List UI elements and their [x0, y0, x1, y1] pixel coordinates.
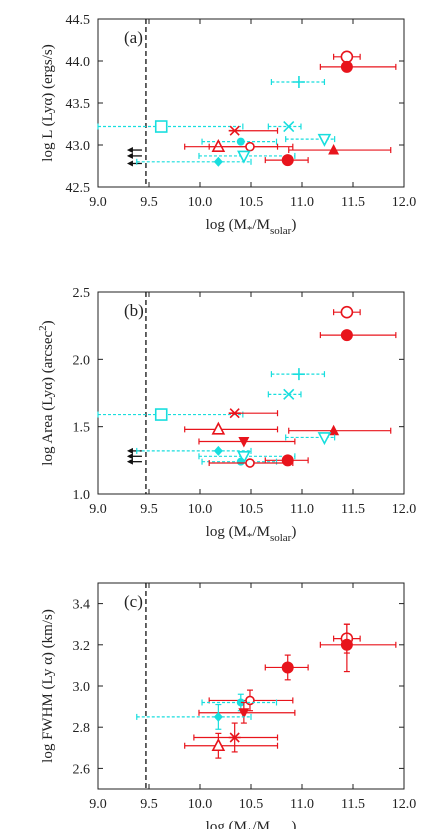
x-tick-label: 12.0 [392, 195, 417, 210]
y-tick-label: 2.6 [73, 762, 91, 777]
panel-label: (a) [124, 28, 143, 47]
upper-limit-arrow [126, 447, 142, 454]
y-axis-label: log Area (Lyα) (arcsec2) [37, 320, 56, 465]
data-point [136, 156, 252, 167]
panel-label: (c) [124, 592, 143, 611]
y-tick-label: 44.5 [66, 13, 91, 28]
upper-limit-arrow [126, 152, 142, 159]
y-tick-label: 2.0 [73, 353, 91, 368]
data-point [193, 722, 279, 753]
y-tick-label: 1.0 [73, 488, 91, 503]
data-point [267, 120, 302, 133]
data-point [198, 436, 296, 448]
x-tick-label: 10.0 [188, 797, 213, 812]
x-tick-label: 12.0 [392, 502, 417, 517]
y-tick-label: 42.5 [66, 181, 91, 196]
x-axis-label: log (M*/Msolar) [206, 524, 297, 544]
x-axis-label: log (M*/Msolar) [206, 819, 297, 829]
x-tick-label: 9.5 [140, 502, 158, 517]
data-point [198, 150, 296, 164]
y-axis-label: log L (Lyα) (ergs/s) [40, 44, 56, 161]
data-point [264, 154, 309, 167]
x-tick-label: 9.0 [89, 502, 107, 517]
data-point [267, 388, 302, 400]
data-point [184, 732, 279, 759]
data-point [228, 125, 279, 136]
data-point [201, 457, 278, 466]
data-point [285, 432, 336, 446]
data-point [319, 623, 397, 673]
panel-label: (b) [124, 301, 144, 320]
x-tick-label: 9.5 [140, 797, 158, 812]
data-point [288, 144, 392, 155]
data-point [285, 133, 336, 147]
x-tick-label: 10.5 [239, 195, 264, 210]
x-tick-label: 11.5 [341, 195, 365, 210]
data-point [136, 703, 252, 730]
y-tick-label: 2.8 [73, 721, 91, 736]
upper-limit-arrow [126, 458, 142, 465]
x-tick-label: 11.0 [290, 502, 314, 517]
x-tick-label: 10.0 [188, 195, 213, 210]
data-point [198, 701, 296, 724]
x-tick-label: 9.5 [140, 195, 158, 210]
x-tick-label: 11.0 [290, 195, 314, 210]
x-tick-label: 10.0 [188, 502, 213, 517]
x-tick-label: 9.0 [89, 797, 107, 812]
y-tick-label: 3.2 [73, 639, 91, 654]
data-point [319, 60, 397, 73]
data-point [264, 654, 309, 681]
upper-limit-arrow [126, 160, 142, 167]
data-point [333, 50, 361, 64]
y-tick-label: 44.0 [66, 55, 91, 70]
data-point [270, 76, 326, 88]
panel-b: 9.0 9.5 10.0 10.5 11.0 11.5 12.0 1.0 1.5 2.0 2.5 (b… [37, 286, 416, 544]
data-point [136, 445, 252, 456]
x-tick-label: 10.5 [239, 797, 264, 812]
data-point [201, 137, 278, 146]
plot-frame [97, 582, 405, 790]
y-tick-label: 3.0 [73, 680, 91, 695]
y-tick-label: 2.5 [73, 286, 91, 301]
y-tick-label: 3.4 [73, 598, 91, 613]
data-point [319, 329, 397, 342]
data-point [198, 450, 296, 465]
data-point [288, 424, 392, 436]
data-point [270, 368, 326, 381]
y-tick-label: 1.5 [73, 421, 91, 436]
y-tick-label: 43.5 [66, 97, 91, 112]
x-tick-label: 11.5 [341, 502, 365, 517]
x-tick-label: 12.0 [392, 797, 417, 812]
x-tick-label: 9.0 [89, 195, 107, 210]
upper-limit-arrow [126, 453, 142, 460]
data-point [97, 408, 244, 421]
data-point [208, 458, 294, 468]
data-point [228, 408, 279, 419]
x-tick-label: 11.0 [290, 797, 314, 812]
y-axis-label: log FWHM (Ly α) (km/s) [40, 609, 56, 763]
panel-a: 9.0 9.5 10.0 10.5 11.0 11.5 12.0 42.5 43.0 43.5 44… [40, 13, 416, 237]
x-tick-label: 11.5 [341, 797, 365, 812]
x-axis-label: log (M*/Msolar) [206, 217, 297, 237]
data-point [333, 305, 361, 319]
data-point [184, 138, 279, 152]
data-point [97, 120, 244, 133]
data-point [201, 693, 278, 712]
x-tick-label: 10.5 [239, 502, 264, 517]
y-tick-label: 43.0 [66, 139, 91, 154]
data-point [208, 689, 294, 712]
panel-c: 9.0 9.5 10.0 10.5 11.0 11.5 12.0 2.6 2.8 3.0 3.2 3.… [40, 582, 417, 834]
data-point [184, 421, 279, 435]
upper-limit-arrow [126, 147, 142, 154]
